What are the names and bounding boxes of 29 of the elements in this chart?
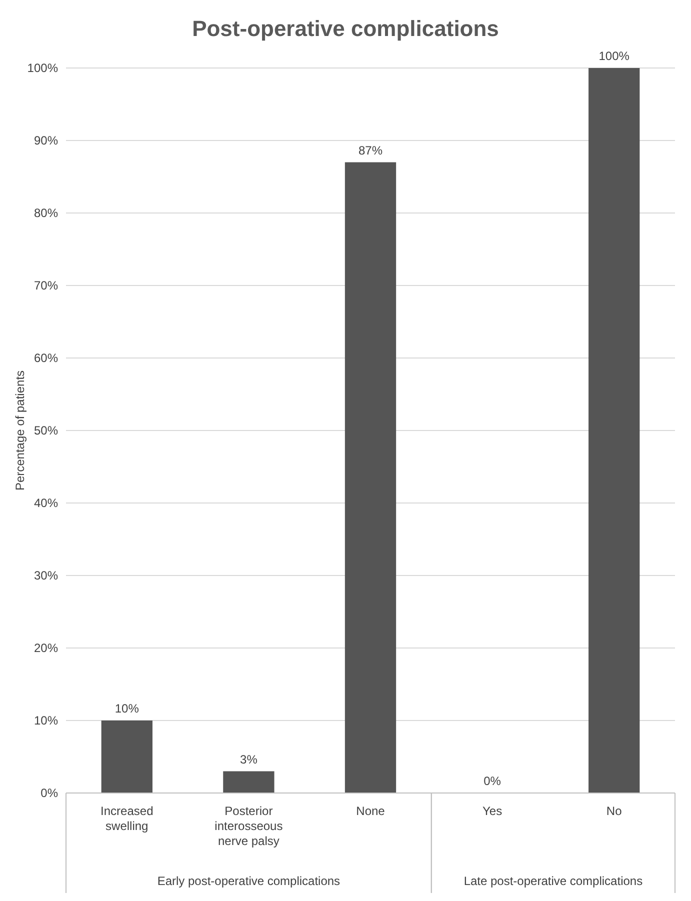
y-tick-label: 20% — [34, 641, 58, 656]
chart-title: Post-operative complications — [192, 16, 499, 41]
x-tick-label: Yes — [482, 804, 502, 818]
text: Early post-operative complications — [157, 874, 340, 888]
data-label: 100% — [598, 49, 630, 63]
y-tick-label: 100% — [27, 61, 58, 76]
bar — [223, 771, 274, 793]
y-tick-label: 80% — [34, 206, 58, 220]
data-label: 0% — [484, 774, 502, 788]
y-tick-label: 50% — [34, 424, 58, 438]
y-tick-label: 40% — [34, 496, 58, 510]
bar — [588, 68, 640, 793]
data-label: 10% — [114, 702, 140, 716]
bar — [101, 720, 152, 793]
x-tick-label: None — [356, 804, 386, 818]
text: Late post-operative complications — [464, 874, 643, 888]
data-label: 87% — [358, 143, 383, 158]
x-tick-label: Increased swelling — [100, 804, 154, 833]
y-axis-title: Percentage of patients — [13, 370, 27, 491]
y-tick-label: 30% — [34, 568, 58, 583]
y-tick-label: 60% — [34, 351, 58, 366]
y-tick-label: 10% — [34, 714, 58, 728]
y-tick-label: 90% — [34, 134, 58, 148]
y-tick-label: 0% — [40, 786, 58, 800]
y-tick-label: 70% — [34, 278, 58, 293]
x-tick-label: Posterior interosseous nerve palsy — [214, 804, 283, 848]
bar — [344, 162, 396, 793]
x-tick-label: No — [606, 804, 622, 818]
data-label: 3% — [240, 752, 258, 766]
